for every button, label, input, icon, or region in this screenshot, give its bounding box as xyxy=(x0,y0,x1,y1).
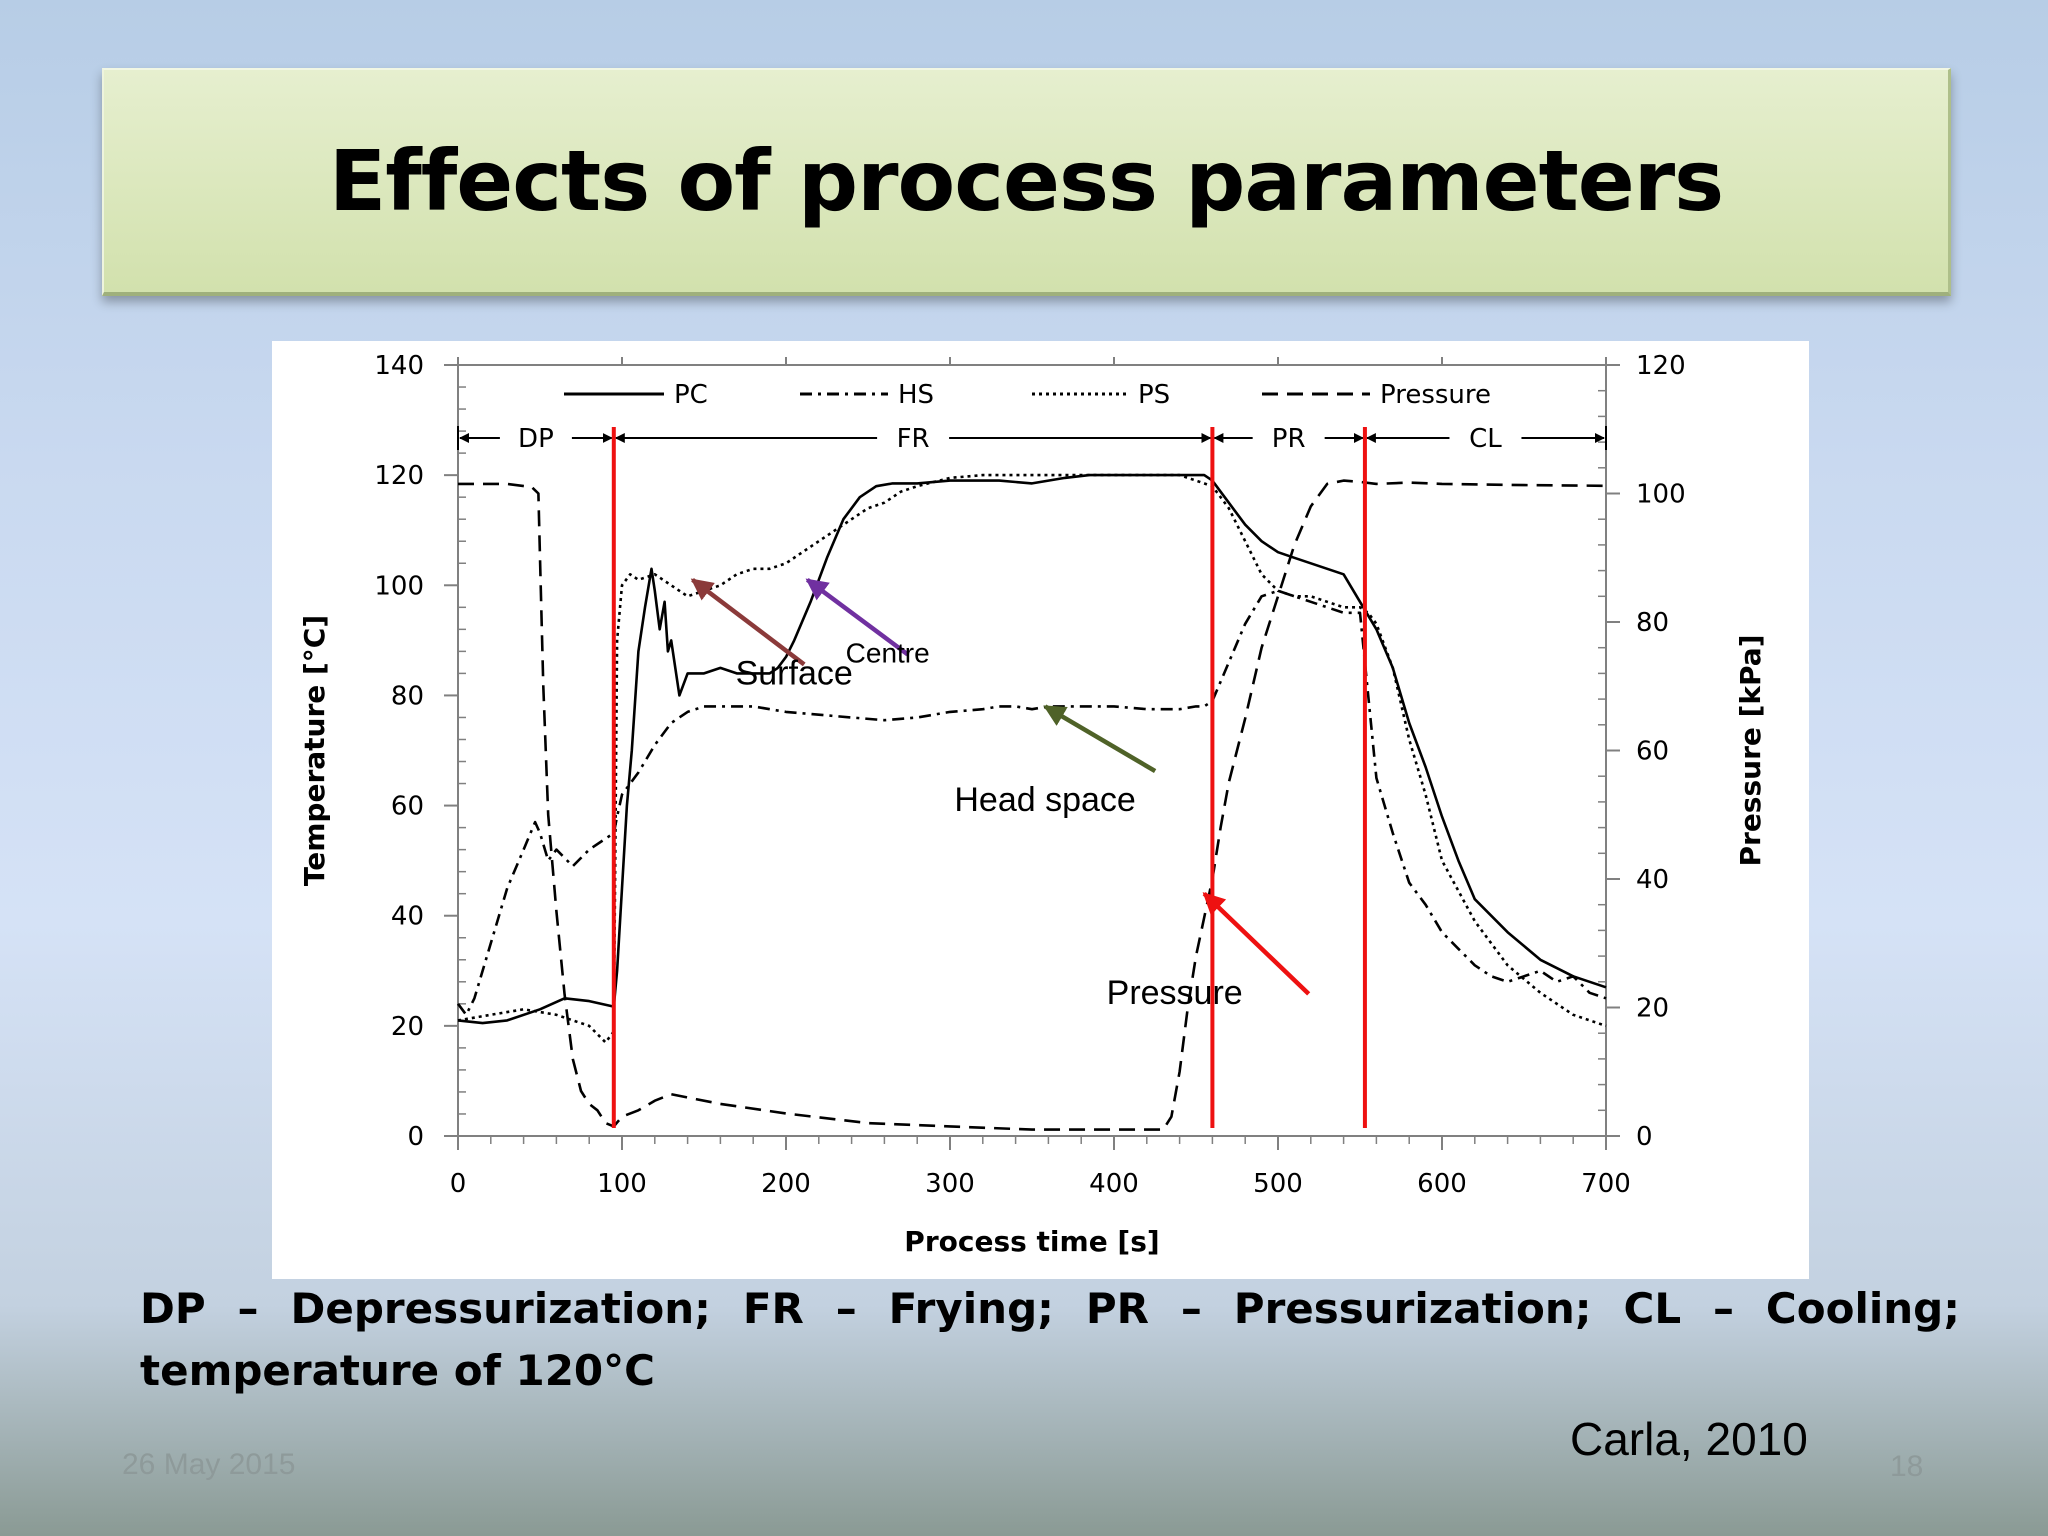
annotation-arrow xyxy=(1202,892,1311,996)
caption: DP – Depressurization; FR – Frying; PR –… xyxy=(140,1284,1960,1395)
x-tick-label: 300 xyxy=(925,1169,975,1199)
footer-date: 26 May 2015 xyxy=(122,1448,296,1481)
y-tick-label: 120 xyxy=(374,461,424,491)
y-right-tick-label: 20 xyxy=(1636,994,1669,1024)
y-tick-label: 140 xyxy=(374,351,424,381)
y-tick-label: 20 xyxy=(391,1012,424,1042)
slide-title: Effects of process parameters xyxy=(328,132,1724,230)
x-tick-label: 600 xyxy=(1417,1169,1467,1199)
y-tick-label: 40 xyxy=(391,902,424,932)
annotation-label: Surface xyxy=(736,654,853,692)
legend-label: HS xyxy=(898,380,934,410)
legend-label: PS xyxy=(1138,380,1170,410)
page-number: 18 xyxy=(1890,1450,1924,1483)
legend-label: PC xyxy=(674,380,708,410)
y-tick-label: 100 xyxy=(374,571,424,601)
y-right-tick-label: 0 xyxy=(1636,1122,1653,1152)
annotation-label: Pressure xyxy=(1107,974,1243,1012)
y-right-tick-label: 80 xyxy=(1636,608,1669,638)
series-pc xyxy=(457,473,1607,1025)
annotation-label: Head space xyxy=(954,781,1135,819)
x-tick-label: 200 xyxy=(761,1169,811,1199)
y-right-tick-label: 40 xyxy=(1636,865,1669,895)
x-tick-label: 500 xyxy=(1253,1169,1303,1199)
source-credit: Carla, 2010 xyxy=(1570,1413,1808,1465)
x-tick-label: 100 xyxy=(597,1169,647,1199)
series-hs xyxy=(456,589,1607,1017)
x-tick-label: 700 xyxy=(1581,1169,1631,1199)
y-tick-label: 0 xyxy=(407,1122,424,1152)
legend-label: Pressure xyxy=(1380,380,1491,410)
phase-label: CL xyxy=(1469,424,1502,454)
phase-label: FR xyxy=(897,424,930,454)
y-axis-right-label: Pressure [kPa] xyxy=(1734,634,1767,866)
title-banner: Effects of process parameters xyxy=(102,68,1951,296)
y-right-tick-label: 120 xyxy=(1636,351,1686,381)
y-right-tick-label: 100 xyxy=(1636,480,1686,510)
x-tick-label: 0 xyxy=(450,1169,467,1199)
annotation-label: Centre xyxy=(846,637,930,668)
annotation-arrow xyxy=(805,577,910,657)
annotation-arrow xyxy=(690,577,806,667)
phase-label: PR xyxy=(1272,424,1306,454)
y-axis-label: Temperature [°C] xyxy=(298,615,331,886)
annotation-arrow xyxy=(1043,704,1157,774)
chart: 0 100 200 300 400 500 600 700 0 20 40 60 80 100 120 140… xyxy=(272,341,1809,1279)
x-axis-label: Process time [s] xyxy=(904,1225,1159,1258)
y-tick-label: 60 xyxy=(391,792,424,822)
x-tick-label: 400 xyxy=(1089,1169,1139,1199)
plot-frame xyxy=(457,364,1607,1137)
phase-label: DP xyxy=(518,424,554,454)
series-pressure xyxy=(458,479,1607,1131)
chart-svg: 0 100 200 300 400 500 600 700020406080100120140… xyxy=(298,351,1767,1258)
y-tick-label: 80 xyxy=(391,681,424,711)
y-right-tick-label: 60 xyxy=(1636,737,1669,767)
